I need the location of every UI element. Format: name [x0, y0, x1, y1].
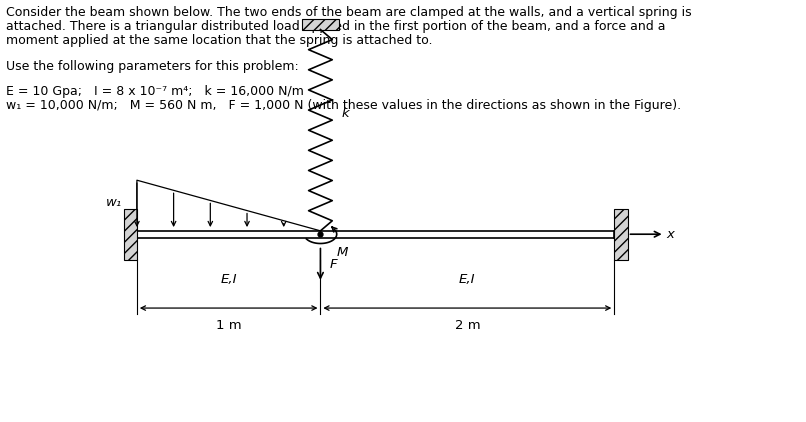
- Text: E,I: E,I: [459, 273, 476, 286]
- Text: 1 m: 1 m: [216, 319, 242, 332]
- Text: w₁ = 10,000 N/m;   M = 560 N m,   F = 1,000 N (with these values in the directio: w₁ = 10,000 N/m; M = 560 N m, F = 1,000 …: [6, 99, 681, 112]
- Text: attached. There is a triangular distributed load applied in the first portion of: attached. There is a triangular distribu…: [6, 20, 666, 33]
- Text: Use the following parameters for this problem:: Use the following parameters for this pr…: [6, 60, 299, 73]
- Text: E = 10 Gpa;   I = 8 x 10⁻⁷ m⁴;   k = 16,000 N/m: E = 10 Gpa; I = 8 x 10⁻⁷ m⁴; k = 16,000 …: [6, 85, 304, 98]
- Bar: [614, 209, 628, 260]
- Text: w₁: w₁: [106, 197, 122, 209]
- Bar: [302, 19, 339, 30]
- Text: k: k: [341, 107, 349, 120]
- Text: M: M: [337, 246, 348, 259]
- Text: Consider the beam shown below. The two ends of the beam are clamped at the walls: Consider the beam shown below. The two e…: [6, 6, 692, 19]
- Text: x: x: [666, 228, 674, 241]
- Text: F: F: [330, 258, 337, 271]
- Text: 2 m: 2 m: [455, 319, 480, 332]
- Bar: [123, 209, 137, 260]
- Text: E,I: E,I: [220, 273, 237, 286]
- Text: moment applied at the same location that the spring is attached to.: moment applied at the same location that…: [6, 34, 433, 47]
